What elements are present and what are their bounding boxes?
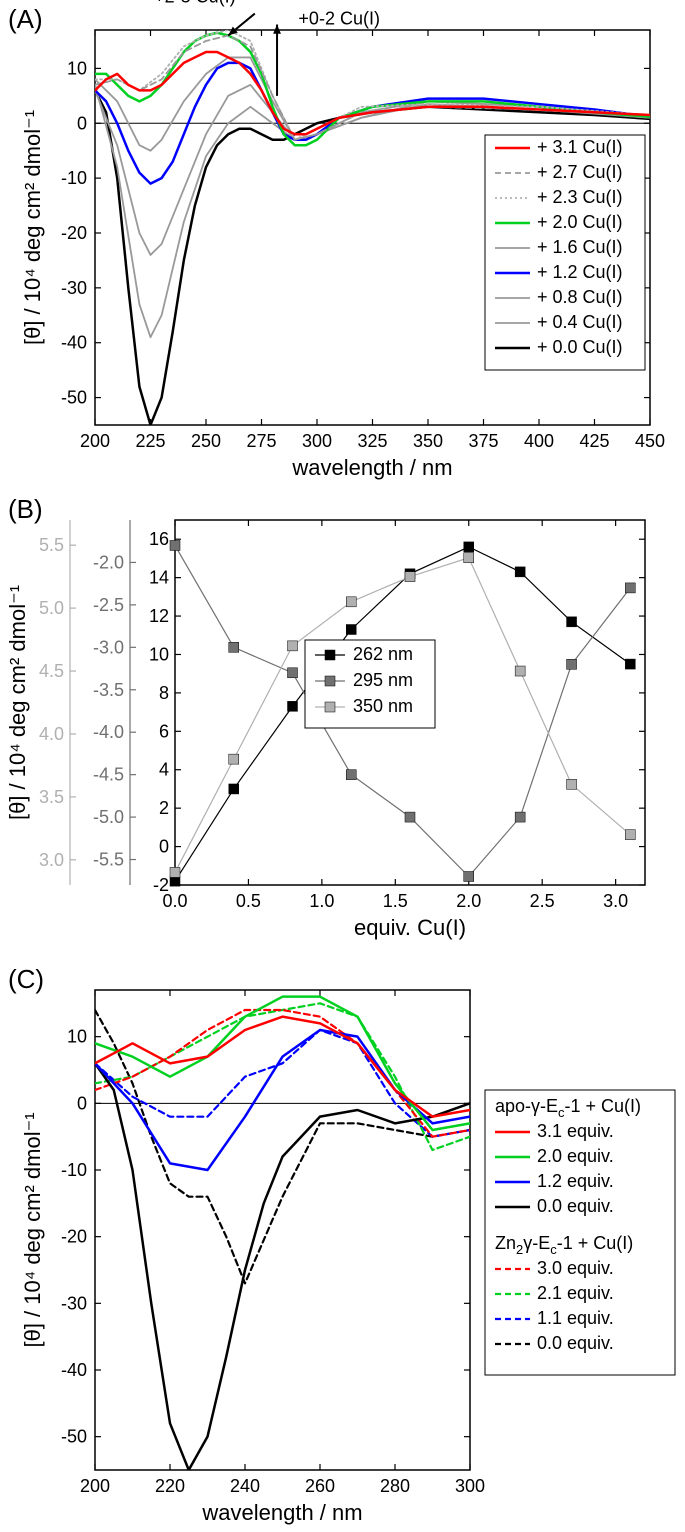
svg-text:-2.5: -2.5: [93, 595, 124, 615]
svg-text:0: 0: [77, 113, 87, 133]
svg-text:[θ] / 10⁴ deg cm² dmol⁻¹: [θ] / 10⁴ deg cm² dmol⁻¹: [20, 1112, 45, 1347]
svg-text:+ 1.2 Cu(I): + 1.2 Cu(I): [537, 262, 623, 282]
svg-text:+ 1.6 Cu(I): + 1.6 Cu(I): [537, 237, 623, 257]
svg-text:425: 425: [579, 431, 609, 451]
svg-text:-4.5: -4.5: [93, 765, 124, 785]
svg-text:16: 16: [149, 529, 169, 549]
svg-text:3.1 equiv.: 3.1 equiv.: [537, 1121, 614, 1141]
svg-text:-5.5: -5.5: [93, 850, 124, 870]
svg-text:-40: -40: [61, 1360, 87, 1380]
svg-text:2.1 equiv.: 2.1 equiv.: [537, 1283, 614, 1303]
svg-text:(C): (C): [8, 964, 44, 994]
svg-text:(B): (B): [8, 494, 43, 524]
svg-text:-4.0: -4.0: [93, 722, 124, 742]
svg-text:0.5: 0.5: [236, 891, 261, 911]
svg-text:wavelength / nm: wavelength / nm: [291, 455, 452, 480]
svg-text:0: 0: [159, 837, 169, 857]
svg-text:325: 325: [357, 431, 387, 451]
svg-text:+ 0.8 Cu(I): + 0.8 Cu(I): [537, 287, 623, 307]
svg-text:10: 10: [67, 58, 87, 78]
svg-text:0.0 equiv.: 0.0 equiv.: [537, 1333, 614, 1353]
svg-text:-3.5: -3.5: [93, 680, 124, 700]
svg-text:[θ] / 10⁴ deg cm² dmol⁻¹: [θ] / 10⁴ deg cm² dmol⁻¹: [5, 585, 30, 820]
svg-text:240: 240: [230, 1476, 260, 1496]
svg-text:2.5: 2.5: [530, 891, 555, 911]
svg-text:-2.0: -2.0: [93, 552, 124, 572]
svg-text:275: 275: [246, 431, 276, 451]
svg-text:equiv. Cu(I): equiv. Cu(I): [354, 915, 466, 940]
svg-text:+ 2.0 Cu(I): + 2.0 Cu(I): [537, 212, 623, 232]
svg-text:3.0: 3.0: [39, 850, 64, 870]
svg-text:300: 300: [302, 431, 332, 451]
svg-text:-5.0: -5.0: [93, 807, 124, 827]
svg-text:14: 14: [149, 568, 169, 588]
svg-text:-3.0: -3.0: [93, 637, 124, 657]
svg-text:3.0 equiv.: 3.0 equiv.: [537, 1258, 614, 1278]
svg-text:-20: -20: [61, 223, 87, 243]
svg-text:8: 8: [159, 683, 169, 703]
svg-text:-10: -10: [61, 1160, 87, 1180]
svg-text:3.5: 3.5: [39, 787, 64, 807]
svg-text:+ 2.3 Cu(I): + 2.3 Cu(I): [537, 187, 623, 207]
svg-text:1.5: 1.5: [383, 891, 408, 911]
svg-text:250: 250: [191, 431, 221, 451]
svg-text:2.0: 2.0: [456, 891, 481, 911]
svg-text:260: 260: [305, 1476, 335, 1496]
svg-text:262 nm: 262 nm: [353, 644, 413, 664]
svg-text:300: 300: [455, 1476, 485, 1496]
svg-text:375: 375: [468, 431, 498, 451]
svg-text:-40: -40: [61, 333, 87, 353]
svg-text:400: 400: [524, 431, 554, 451]
svg-text:+ 2.7 Cu(I): + 2.7 Cu(I): [537, 162, 623, 182]
svg-text:2: 2: [159, 798, 169, 818]
svg-text:280: 280: [380, 1476, 410, 1496]
svg-text:220: 220: [155, 1476, 185, 1496]
svg-text:-30: -30: [61, 278, 87, 298]
svg-text:6: 6: [159, 721, 169, 741]
svg-text:-50: -50: [61, 388, 87, 408]
svg-text:3.0: 3.0: [603, 891, 628, 911]
svg-text:+ 3.1 Cu(I): + 3.1 Cu(I): [537, 137, 623, 157]
svg-text:5.5: 5.5: [39, 535, 64, 555]
panel-c-svg: (C) 200 220 240 260 280 300 -50 -40 -30 -20 -10 0 10 w…: [0, 960, 685, 1532]
svg-text:12: 12: [149, 606, 169, 626]
svg-text:-50: -50: [61, 1427, 87, 1447]
svg-text:5.0: 5.0: [39, 598, 64, 618]
panel-b-svg: (B) 3.0 3.5 4.0 4.5 5.0 5.5 -5.5 -5.0 -4.5 -4.0 -3.…: [0, 490, 685, 960]
svg-text:+ 0.0 Cu(I): + 0.0 Cu(I): [537, 337, 623, 357]
svg-text:295 nm: 295 nm: [353, 670, 413, 690]
svg-text:4.0: 4.0: [39, 724, 64, 744]
svg-text:225: 225: [135, 431, 165, 451]
svg-text:4.5: 4.5: [39, 661, 64, 681]
svg-text:1.2 equiv.: 1.2 equiv.: [537, 1171, 614, 1191]
svg-text:200: 200: [80, 1476, 110, 1496]
svg-text:+ 0.4 Cu(I): + 0.4 Cu(I): [537, 312, 623, 332]
svg-text:2.0 equiv.: 2.0 equiv.: [537, 1146, 614, 1166]
svg-text:0.0 equiv.: 0.0 equiv.: [537, 1196, 614, 1216]
svg-text:350: 350: [413, 431, 443, 451]
svg-text:-30: -30: [61, 1293, 87, 1313]
panel-a-svg: (A) 200 225 250 275 300 325 350 375 400 425 450 -50 -…: [0, 0, 685, 490]
svg-text:0: 0: [77, 1093, 87, 1113]
svg-text:350 nm: 350 nm: [353, 696, 413, 716]
svg-text:-2: -2: [153, 875, 169, 895]
svg-text:-20: -20: [61, 1227, 87, 1247]
svg-text:10: 10: [149, 644, 169, 664]
svg-text:[θ] / 10⁴ deg cm² dmol⁻¹: [θ] / 10⁴ deg cm² dmol⁻¹: [20, 110, 45, 345]
svg-text:(A): (A): [8, 4, 43, 34]
svg-text:450: 450: [635, 431, 665, 451]
svg-text:1.1 equiv.: 1.1 equiv.: [537, 1308, 614, 1328]
svg-text:1.0: 1.0: [309, 891, 334, 911]
svg-text:-10: -10: [61, 168, 87, 188]
svg-text:+0-2 Cu(I): +0-2 Cu(I): [298, 9, 380, 29]
figure-container: (A)200225250275300325350375400425450-50-…: [0, 0, 685, 1532]
svg-text:200: 200: [80, 431, 110, 451]
svg-text:4: 4: [159, 760, 169, 780]
svg-text:+2-3 Cu(I): +2-3 Cu(I): [154, 0, 236, 7]
svg-text:wavelength / nm: wavelength / nm: [201, 1500, 362, 1525]
svg-text:10: 10: [67, 1027, 87, 1047]
